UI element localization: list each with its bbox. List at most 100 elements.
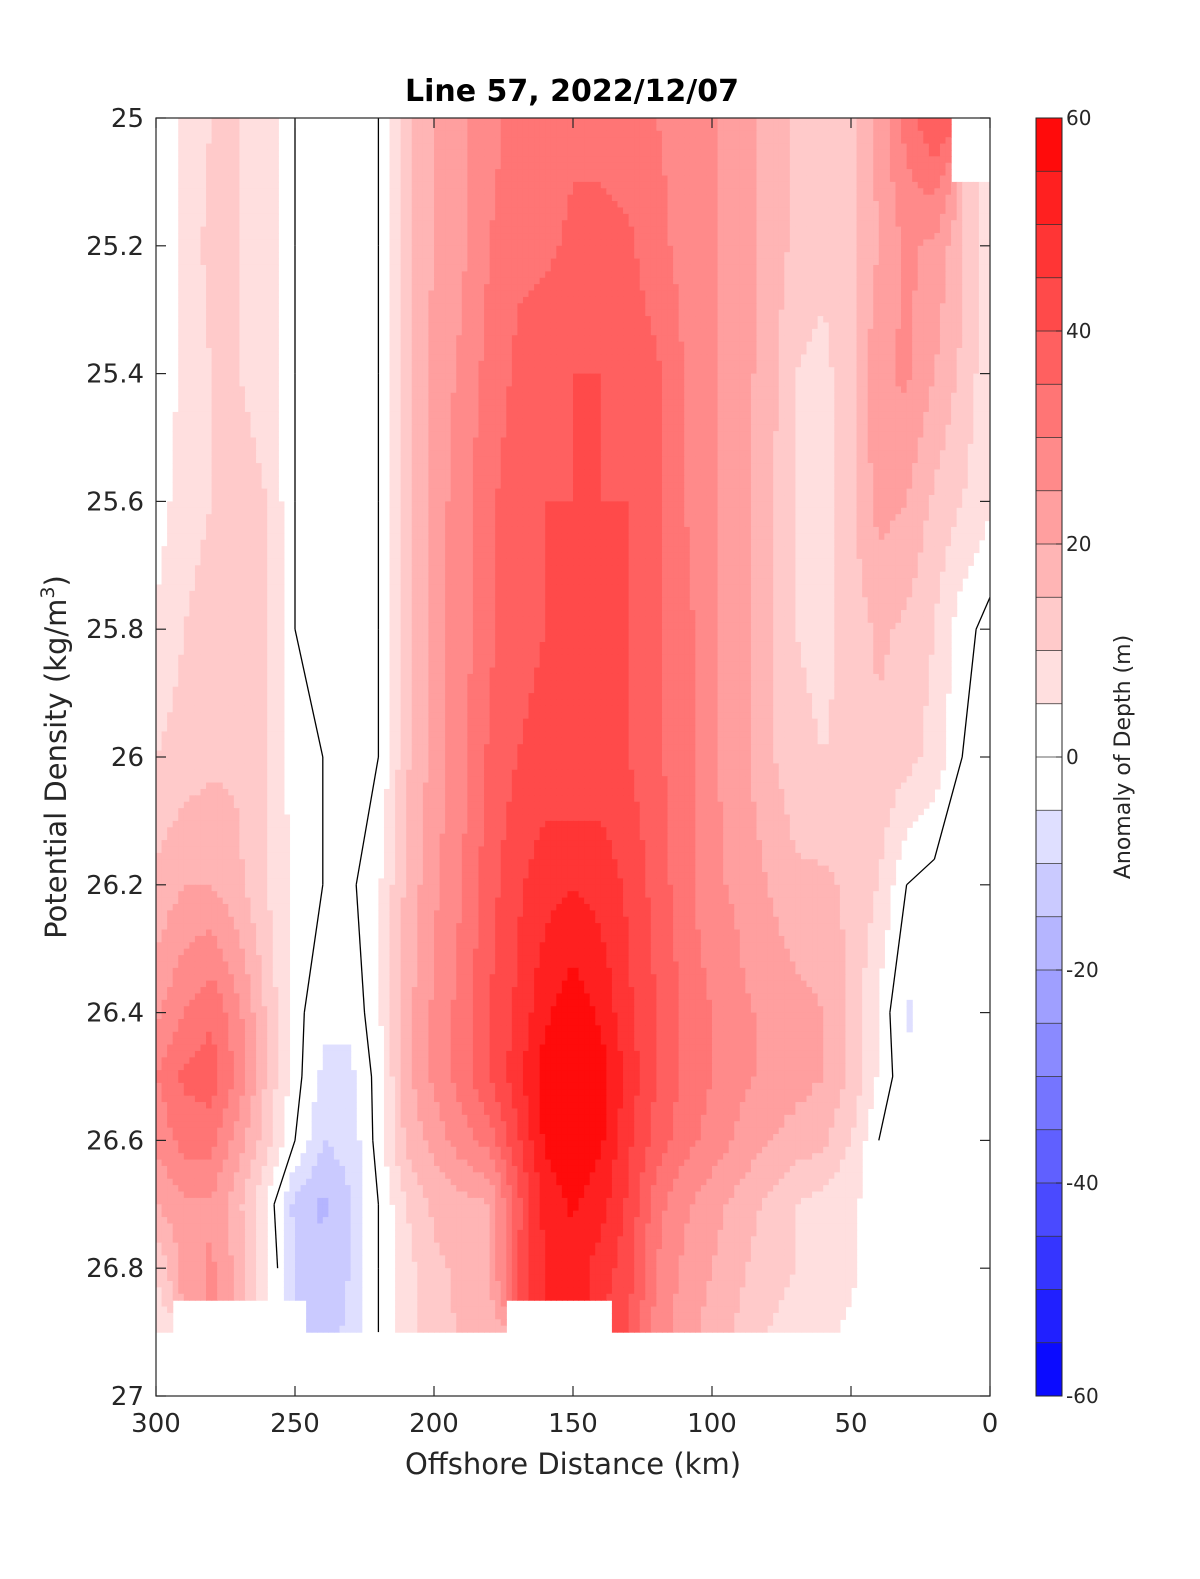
contour-cell — [906, 348, 913, 356]
contour-cell — [428, 143, 435, 151]
contour-cell — [545, 118, 552, 125]
contour-cell — [773, 156, 780, 164]
contour-cell — [812, 137, 819, 145]
contour-cell — [567, 360, 574, 368]
contour-cell — [773, 226, 780, 234]
contour-cell — [800, 309, 808, 317]
contour-cell — [667, 201, 674, 209]
contour-cell — [211, 309, 218, 317]
contour-cell — [739, 290, 746, 298]
contour-cell — [256, 335, 263, 343]
contour-cell — [556, 258, 563, 266]
contour-cell — [567, 207, 574, 215]
contour-cell — [912, 258, 919, 266]
contour-cell — [661, 239, 669, 247]
contour-cell — [445, 149, 452, 157]
contour-cell — [867, 233, 874, 241]
contour-cell — [400, 360, 407, 368]
contour-cell — [962, 252, 969, 260]
contour-cell — [962, 188, 969, 196]
contour-cell — [923, 226, 930, 234]
contour-cell — [495, 335, 502, 343]
contour-cell — [684, 143, 691, 151]
contour-cell — [756, 341, 763, 349]
contour-cell — [489, 322, 496, 330]
contour-cell — [834, 181, 841, 189]
contour-cell — [901, 303, 908, 311]
contour-cell — [222, 124, 229, 132]
contour-cell — [422, 348, 430, 356]
contour-cell — [545, 303, 552, 311]
contour-cell — [228, 124, 235, 132]
contour-cell — [461, 354, 468, 362]
contour-cell — [183, 118, 190, 125]
contour-cell — [884, 169, 891, 177]
contour-cell — [411, 348, 418, 356]
contour-cell — [967, 201, 974, 209]
contour-cell — [206, 181, 213, 189]
contour-cell — [773, 328, 780, 336]
contour-cell — [200, 181, 207, 189]
contour-cell — [206, 335, 213, 343]
contour-cell — [250, 124, 257, 132]
contour-cell — [901, 239, 908, 247]
contour-cell — [578, 277, 585, 285]
contour-cell — [928, 149, 935, 157]
contour-cell — [823, 284, 830, 292]
contour-cell — [478, 258, 485, 266]
contour-cell — [706, 207, 713, 215]
contour-cell — [823, 271, 830, 279]
contour-cell — [945, 220, 952, 228]
contour-cell — [695, 233, 702, 241]
contour-cell — [878, 252, 885, 260]
contour-cell — [267, 258, 274, 266]
contour-cell — [667, 316, 674, 324]
contour-cell — [217, 328, 224, 336]
contour-cell — [689, 143, 696, 151]
contour-cell — [695, 367, 702, 375]
contour-cell — [478, 169, 485, 177]
contour-cell — [795, 220, 802, 228]
contour-cell — [573, 354, 580, 362]
contour-cell — [873, 213, 880, 221]
contour-cell — [484, 118, 491, 125]
contour-cell — [839, 175, 847, 183]
contour-cell — [233, 367, 240, 375]
contour-cell — [884, 220, 891, 228]
contour-cell — [261, 194, 268, 202]
contour-cell — [445, 118, 452, 125]
contour-cell — [734, 175, 741, 183]
contour-cell — [678, 130, 685, 138]
contour-cell — [217, 181, 224, 189]
contour-cell — [645, 290, 652, 298]
contour-cell — [806, 328, 813, 336]
contour-cell — [395, 284, 402, 292]
contour-cell — [539, 169, 546, 177]
contour-cell — [550, 130, 557, 138]
contour-cell — [467, 220, 474, 228]
contour-cell — [261, 226, 268, 234]
contour-cell — [461, 181, 468, 189]
contour-cell — [256, 181, 263, 189]
contour-cell — [428, 194, 435, 202]
contour-cell — [767, 348, 774, 356]
contour-cell — [762, 296, 769, 304]
contour-cell — [956, 284, 963, 292]
contour-cell — [495, 245, 502, 253]
contour-cell — [945, 175, 952, 183]
contour-cell — [912, 175, 919, 183]
contour-cell — [906, 220, 913, 228]
contour-cell — [417, 118, 424, 125]
contour-cell — [739, 233, 746, 241]
contour-cell — [945, 316, 952, 324]
contour-cell — [650, 367, 657, 375]
contour-cell — [745, 220, 752, 228]
contour-cell — [256, 258, 263, 266]
contour-cell — [211, 360, 218, 368]
contour-cell — [817, 143, 824, 151]
contour-cell — [901, 169, 908, 177]
contour-cell — [411, 284, 418, 292]
contour-cell — [445, 188, 452, 196]
contour-cell — [506, 309, 513, 317]
contour-cell — [434, 226, 441, 234]
